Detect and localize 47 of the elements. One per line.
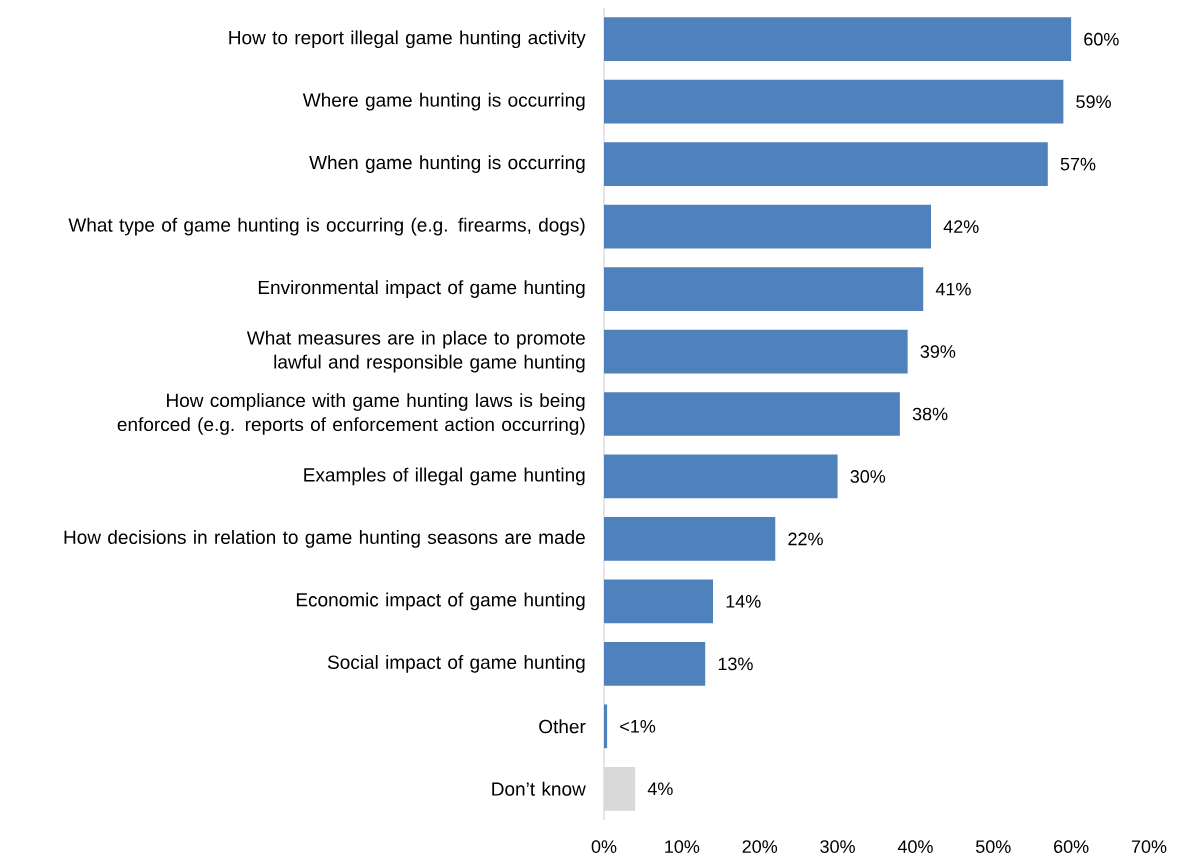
y-tick-label: Environmental impact of game hunting: [258, 280, 585, 298]
bar: [604, 142, 1048, 187]
bar: [604, 641, 706, 686]
x-tick-label: 0%: [591, 840, 617, 853]
bar: [604, 204, 931, 249]
y-tick-label: What type of game hunting is occurring (e.g. firearms, dogs): [68, 217, 585, 236]
data-label: 39%: [920, 345, 956, 358]
data-label: 59%: [1076, 95, 1111, 109]
y-tick-label: Examples of illegal game hunting: [304, 467, 585, 486]
y-tick-label: Economic impact of game hunting: [296, 592, 585, 611]
x-tick-label: 30%: [820, 840, 855, 853]
bar: [604, 454, 838, 499]
data-label: 22%: [788, 532, 823, 546]
data-label: 4%: [647, 782, 673, 796]
y-tick-label: When game hunting is occurring: [309, 155, 585, 174]
bar: [604, 517, 776, 561]
data-label: 60%: [1084, 32, 1119, 46]
y-tick-label: What measures are in place to promote lawful and responsible game hunting: [246, 330, 585, 373]
y-tick-label: How to report illegal game hunting activity: [229, 30, 586, 49]
data-label: 30%: [850, 470, 886, 483]
bar: [604, 329, 908, 374]
y-tick-label: Don’t know: [492, 781, 586, 796]
data-label: 14%: [726, 595, 761, 608]
bar: [604, 79, 1064, 124]
data-label: 41%: [935, 282, 971, 296]
y-tick-label: How decisions in relation to game hunting seasons are made: [64, 530, 585, 548]
x-tick-label: 10%: [665, 840, 700, 853]
x-tick-label: 40%: [897, 840, 933, 853]
bar: [604, 392, 900, 436]
y-tick-label: Social impact of game hunting: [327, 655, 585, 673]
x-tick-label: 60%: [1054, 840, 1089, 853]
x-tick-label: 20%: [742, 840, 778, 853]
y-tick-label: How compliance with game hunting laws is being enforced (e.g. reports of enforcement action occurring): [117, 393, 585, 435]
x-tick-label: 50%: [975, 840, 1011, 853]
bar: [604, 704, 608, 749]
data-label: 57%: [1060, 157, 1096, 171]
bar: [604, 17, 1072, 62]
y-tick-label: Where game hunting is occurring: [302, 92, 585, 111]
data-label: <1%: [620, 720, 656, 733]
bar: [604, 766, 636, 811]
y-tick-label: Other: [539, 719, 586, 734]
data-label: 42%: [943, 220, 979, 233]
data-label: 13%: [718, 657, 753, 671]
data-label: 38%: [912, 407, 948, 421]
bar: [604, 267, 924, 311]
bar: [604, 579, 713, 624]
x-tick-label: 70%: [1131, 840, 1167, 853]
